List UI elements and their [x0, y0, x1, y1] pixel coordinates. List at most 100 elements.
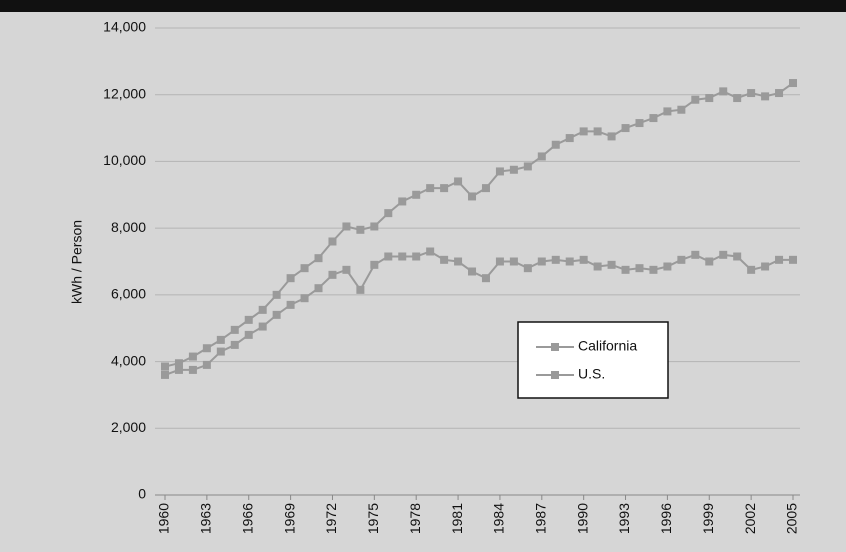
point: [537, 257, 546, 266]
point: [356, 285, 365, 294]
point: [719, 250, 728, 259]
y-tick-label: 0: [138, 486, 146, 502]
x-tick-label: 1969: [281, 503, 297, 534]
y-tick-label: 8,000: [111, 219, 146, 235]
point: [286, 300, 295, 309]
point: [747, 89, 756, 98]
point: [468, 192, 477, 201]
point: [789, 255, 797, 264]
x-tick-label: 2005: [784, 503, 800, 534]
point: [398, 197, 407, 206]
point: [384, 209, 393, 218]
x-tick-label: 1990: [574, 503, 590, 534]
point: [579, 255, 588, 264]
legend-box: [517, 321, 669, 399]
point: [509, 165, 518, 174]
x-tick-label: 1963: [198, 503, 214, 534]
x-tick-label: 1987: [533, 503, 549, 534]
point: [495, 167, 504, 176]
point: [161, 370, 169, 379]
point: [454, 177, 463, 186]
point: [426, 247, 435, 256]
point: [663, 107, 672, 116]
series-line: [164, 82, 794, 368]
y-tick-label: 4,000: [111, 352, 146, 368]
point: [649, 114, 658, 123]
point: [174, 359, 183, 368]
point: [607, 260, 616, 269]
legend-label: U.S.: [578, 366, 605, 382]
point: [607, 132, 616, 141]
point: [370, 222, 379, 231]
y-tick-label: 2,000: [111, 419, 146, 435]
point: [789, 79, 797, 88]
legend-label: California: [578, 338, 637, 354]
point: [300, 294, 309, 303]
point: [314, 284, 323, 293]
y-tick-label: 10,000: [103, 152, 146, 168]
y-axis-label: kWh / Person: [69, 220, 85, 304]
point: [328, 270, 337, 279]
point: [230, 325, 239, 334]
point: [161, 362, 169, 371]
point: [635, 264, 644, 273]
point: [593, 262, 602, 271]
point: [216, 335, 225, 344]
series-line: [164, 250, 793, 376]
point: [775, 89, 784, 98]
x-tick-label: 1975: [365, 503, 381, 534]
point: [635, 119, 644, 128]
x-tick-label: 2002: [742, 503, 758, 534]
point: [523, 162, 532, 171]
point: [775, 255, 784, 264]
point: [370, 260, 379, 269]
point: [384, 252, 393, 261]
point: [495, 257, 504, 266]
point: [593, 127, 602, 136]
x-tick-label: 1966: [239, 503, 255, 534]
point: [412, 252, 421, 261]
point: [733, 94, 742, 103]
point: [258, 305, 267, 314]
point: [537, 152, 546, 161]
y-tick-label: 14,000: [103, 19, 146, 35]
legend-marker: [551, 343, 559, 351]
point: [551, 140, 560, 149]
y-tick-label: 6,000: [111, 286, 146, 302]
point: [705, 257, 714, 266]
point: [426, 184, 435, 193]
x-tick-label: 1981: [449, 503, 465, 534]
point: [272, 290, 281, 299]
point: [468, 267, 477, 276]
point: [202, 360, 211, 369]
point: [412, 190, 421, 199]
point: [286, 274, 295, 283]
point: [300, 264, 309, 273]
point: [481, 184, 490, 193]
x-tick-label: 1999: [700, 503, 716, 534]
point: [188, 352, 197, 361]
x-tick-label: 1972: [323, 503, 339, 534]
point: [202, 344, 211, 353]
x-tick-label: 1993: [616, 503, 632, 534]
x-tick-label: 1978: [407, 503, 423, 534]
point: [705, 94, 714, 103]
point: [328, 237, 337, 246]
point: [733, 252, 742, 261]
x-tick-label: 1960: [156, 503, 172, 534]
point: [342, 222, 351, 231]
x-tick-label: 1984: [491, 503, 507, 534]
point: [565, 257, 574, 266]
point: [440, 255, 449, 264]
point: [188, 365, 197, 374]
x-tick-label: 1996: [658, 503, 674, 534]
point: [621, 265, 630, 274]
y-tick-label: 12,000: [103, 85, 146, 101]
legend-marker: [551, 371, 559, 379]
point: [244, 330, 253, 339]
point: [691, 95, 700, 104]
point: [579, 127, 588, 136]
point: [244, 315, 253, 324]
